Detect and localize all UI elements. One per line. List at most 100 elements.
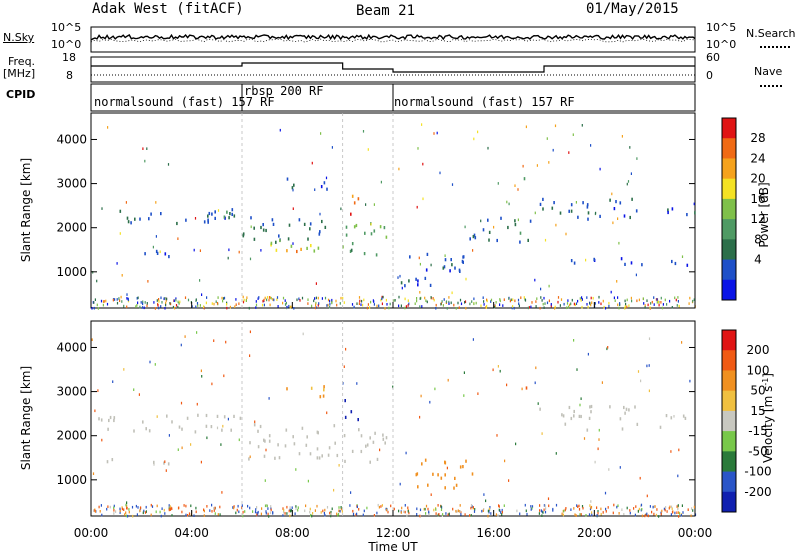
cpid-label: CPID xyxy=(6,88,36,101)
range-cell xyxy=(231,212,233,216)
noise-cell xyxy=(498,508,500,512)
range-cell xyxy=(369,460,371,464)
xtick-label: 04:00 xyxy=(174,526,209,540)
colorbar-swatch xyxy=(722,279,736,301)
sparse-cell xyxy=(497,365,499,368)
sparse-cell xyxy=(311,161,313,165)
colorbar-tick-label: 20 xyxy=(750,172,765,186)
noise-cell xyxy=(337,512,340,516)
noise-cell xyxy=(363,298,365,302)
noise-cell xyxy=(269,303,271,307)
noise-cell xyxy=(352,509,354,513)
noise-cell xyxy=(355,513,357,517)
ytick-label: 1000 xyxy=(56,473,87,487)
noise-cell xyxy=(655,513,657,517)
noise-cell xyxy=(518,302,520,305)
noise-cell xyxy=(169,302,171,305)
range-cell xyxy=(353,225,356,229)
noise-cell xyxy=(539,504,541,507)
range-cell xyxy=(364,231,366,235)
sparse-cell xyxy=(155,235,157,238)
range-cell xyxy=(539,202,542,206)
range-cell xyxy=(303,222,306,226)
noise-cell xyxy=(254,510,257,514)
noise-cell xyxy=(316,504,318,508)
noise-cell xyxy=(116,301,119,305)
noise-cell xyxy=(440,302,442,306)
sparse-cell xyxy=(228,248,230,252)
range-cell xyxy=(427,483,429,487)
colorbar-swatch xyxy=(722,390,736,412)
range-cell xyxy=(417,283,419,287)
noise-cell xyxy=(393,507,395,511)
sparse-cell xyxy=(504,459,506,463)
noise-cell xyxy=(290,305,292,309)
noise-cell xyxy=(370,300,372,304)
noise-cell xyxy=(559,304,561,307)
noise-cell xyxy=(151,505,154,508)
noise-cell xyxy=(666,510,668,513)
noise-cell xyxy=(203,305,205,308)
noise-cell xyxy=(163,297,165,301)
noise-cell xyxy=(440,508,443,511)
noise-cell xyxy=(97,307,99,310)
noise-cell xyxy=(229,305,231,309)
sparse-cell xyxy=(177,448,179,451)
range-cell xyxy=(408,279,410,283)
noise-cell xyxy=(150,503,152,507)
noise-cell xyxy=(407,510,409,513)
sparse-cell xyxy=(397,276,399,279)
noise-cell xyxy=(177,300,179,304)
colorbar-swatch xyxy=(722,118,736,139)
noise-cell xyxy=(257,513,259,517)
noise-cell xyxy=(535,300,537,303)
noise-cell xyxy=(664,298,666,302)
sparse-cell xyxy=(101,438,103,442)
noise-cell xyxy=(666,303,668,306)
noise-cell xyxy=(100,504,102,507)
noise-cell xyxy=(393,299,395,302)
nave-tick-top: 60 xyxy=(706,51,720,64)
noise-cell xyxy=(442,513,444,516)
range-cell xyxy=(667,210,669,215)
sparse-cell xyxy=(483,493,485,496)
noise-cell xyxy=(270,505,272,508)
range-cell xyxy=(214,216,216,220)
sparse-cell xyxy=(333,488,335,492)
noise-cell xyxy=(419,508,422,512)
sparse-cell xyxy=(177,237,179,240)
noise-cell xyxy=(459,504,461,507)
range-cell xyxy=(230,428,232,432)
range-cell xyxy=(363,252,366,256)
noise-cell xyxy=(576,504,578,507)
noise-cell xyxy=(441,300,443,303)
noise-cell xyxy=(246,296,248,299)
range-cell xyxy=(619,417,622,421)
noise-cell xyxy=(541,514,543,517)
noise-cell xyxy=(168,504,170,507)
noise-cell xyxy=(613,503,615,507)
sparse-cell xyxy=(541,432,543,435)
xtick-label: 00:00 xyxy=(74,526,109,540)
range-cell xyxy=(160,212,162,216)
range-cell xyxy=(462,465,464,469)
xtick-label: 16:00 xyxy=(476,526,511,540)
sparse-cell xyxy=(548,161,550,164)
noise-cell xyxy=(255,508,257,511)
sparse-cell xyxy=(580,397,582,400)
noise-cell xyxy=(297,506,299,509)
noise-cell xyxy=(540,296,542,299)
noise-cell xyxy=(373,303,375,306)
sparse-cell xyxy=(373,203,375,206)
range-cell xyxy=(262,228,265,232)
noise-cell xyxy=(326,506,329,509)
range-cell xyxy=(253,226,255,230)
noise-cell xyxy=(677,296,679,299)
noise-cell xyxy=(435,512,437,515)
noise-cell xyxy=(513,306,515,310)
noise-cell xyxy=(691,507,693,510)
range-cell xyxy=(588,416,591,420)
noise-cell xyxy=(380,298,382,302)
noise-cell xyxy=(681,504,683,507)
noise-cell xyxy=(320,511,322,514)
